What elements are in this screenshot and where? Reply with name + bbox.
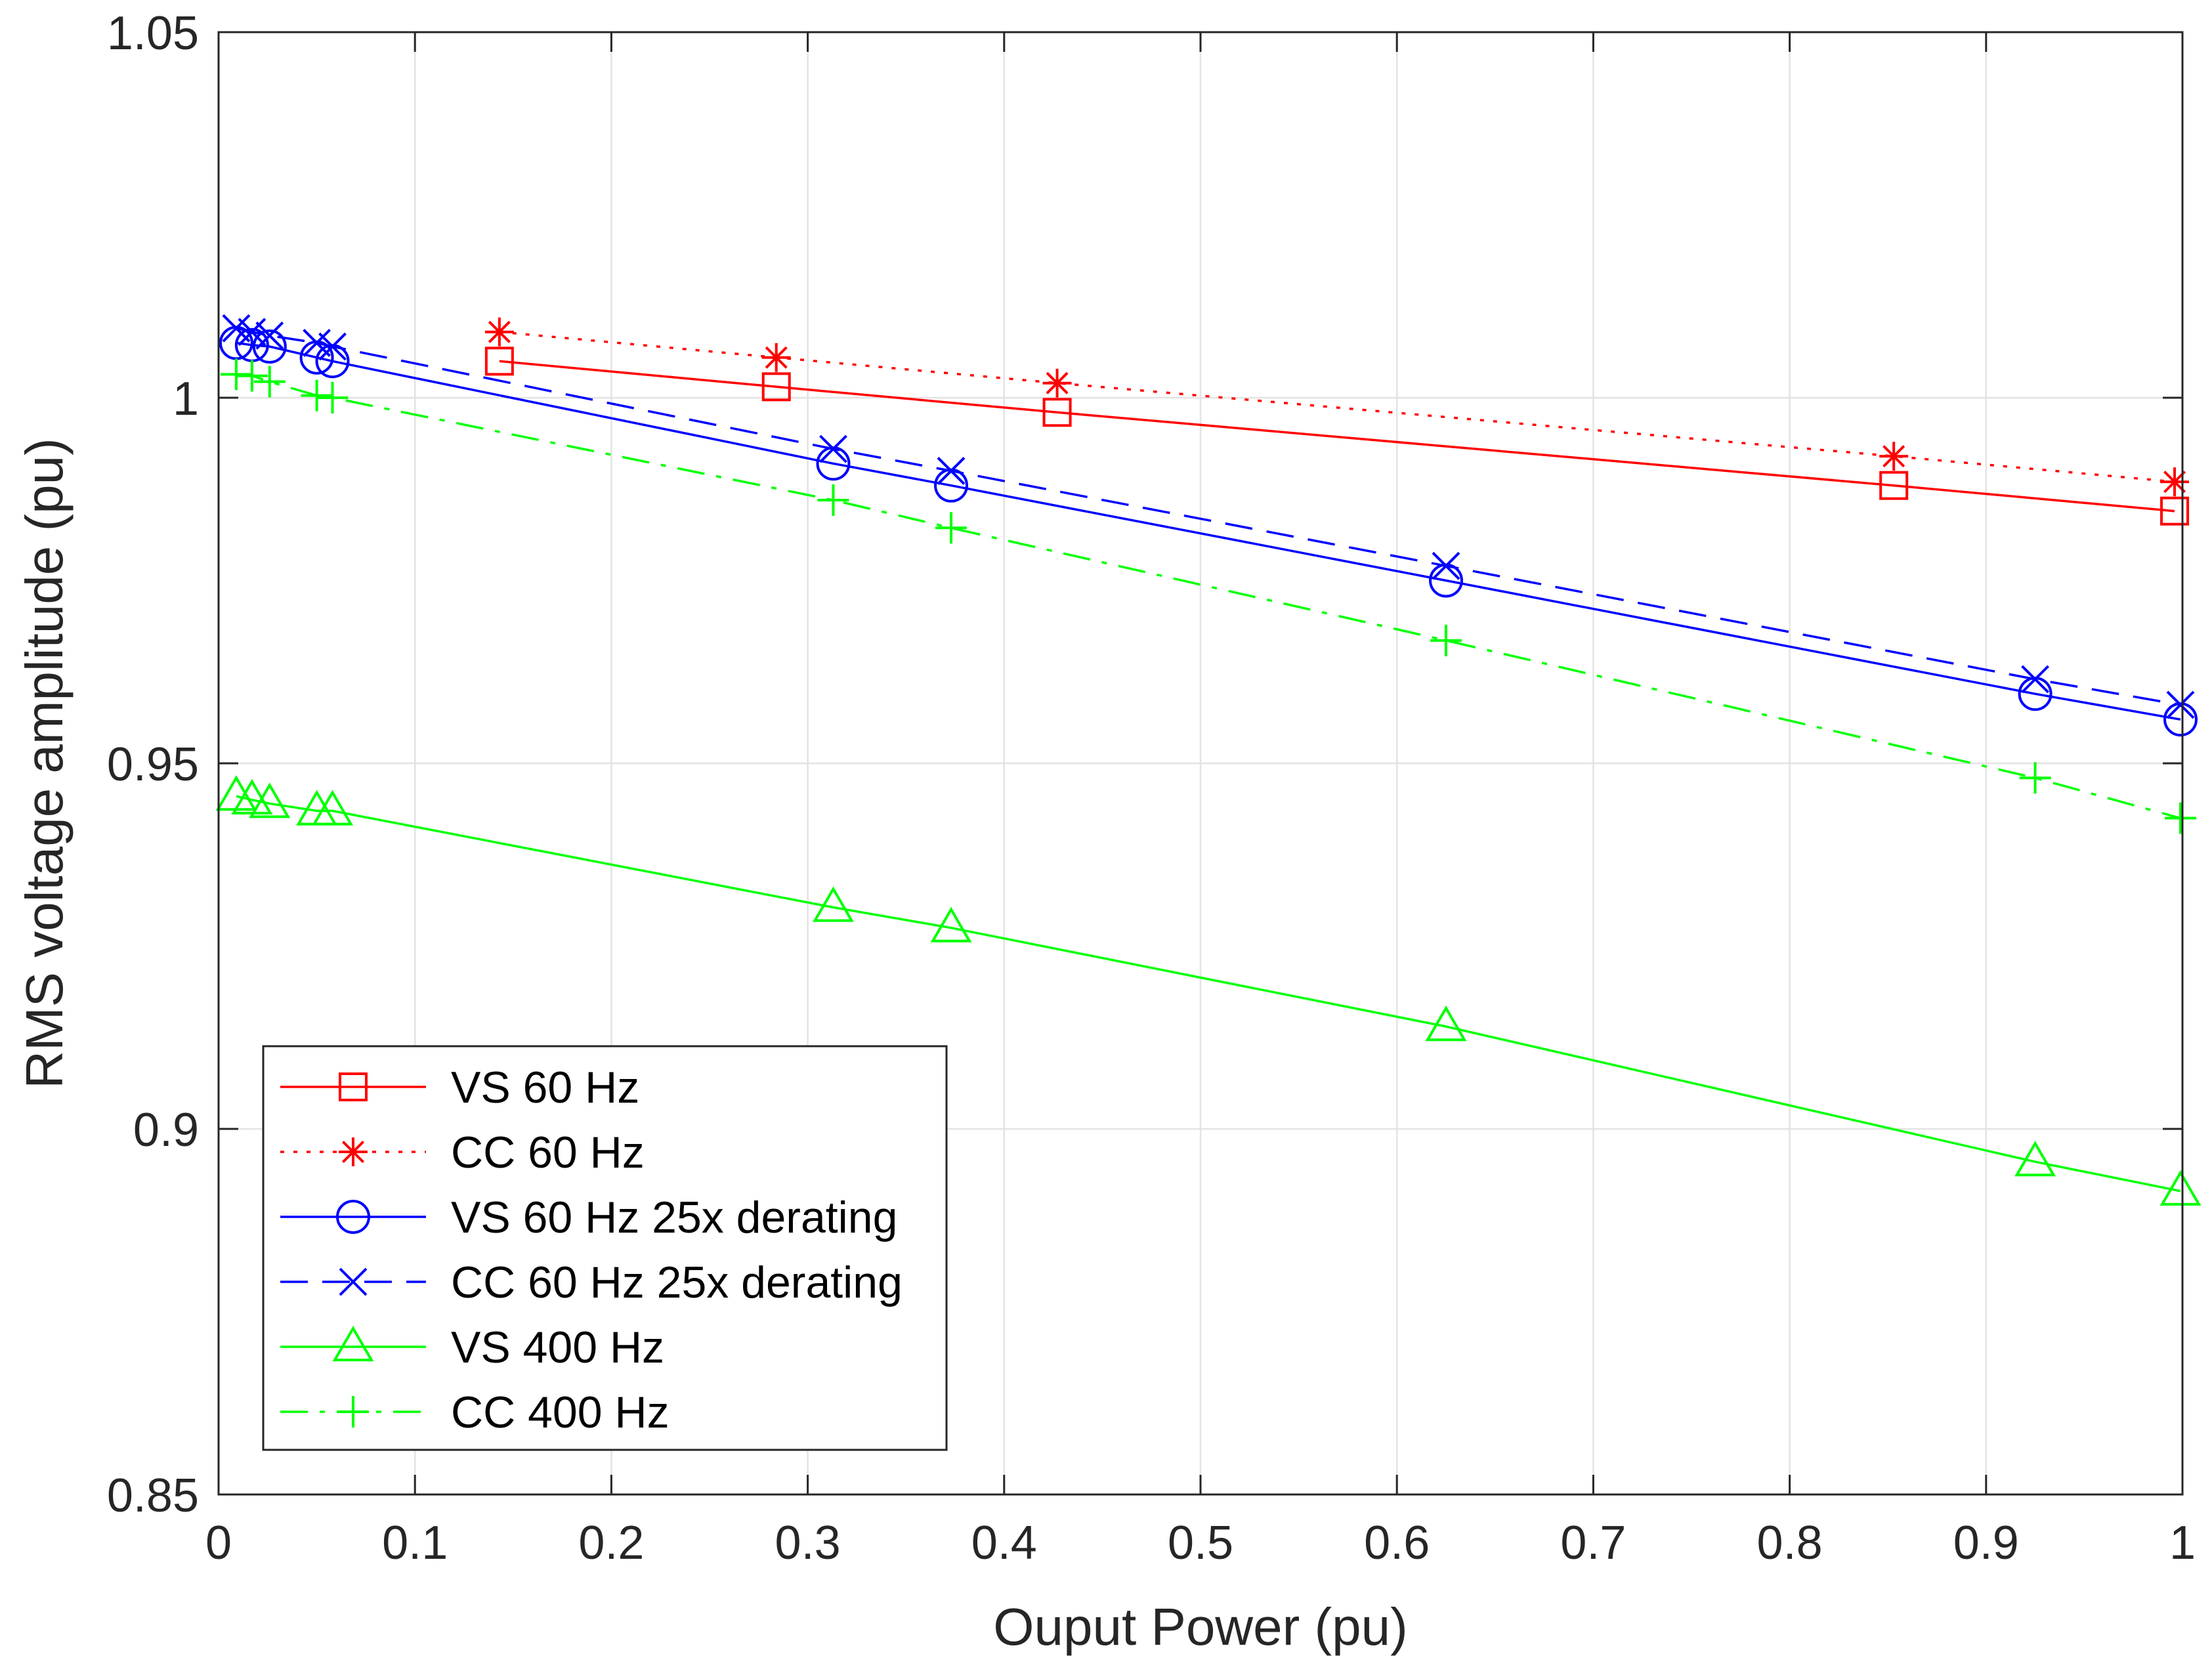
legend-marker — [336, 1200, 370, 1234]
series-line — [236, 327, 2181, 706]
legend: VS 60 Hz CC 60 Hz VS 60 Hz 25x derating CC … — [262, 1045, 948, 1451]
data-point-marker — [484, 317, 514, 347]
legend-label: VS 400 Hz — [451, 1323, 664, 1372]
legend-marker — [339, 1137, 368, 1166]
legend-label: CC 400 Hz — [451, 1387, 670, 1437]
y-tick-label: 1 — [173, 373, 199, 425]
x-tick-label: 0.6 — [1364, 1517, 1430, 1569]
tick-marks — [217, 31, 2184, 1496]
y-tick-label: 0.95 — [107, 738, 199, 791]
data-point-marker — [2166, 690, 2195, 719]
series-5 — [215, 775, 2201, 1206]
data-point-marker — [249, 782, 291, 818]
x-tick-label: 0.9 — [1953, 1517, 2019, 1569]
data-point-marker — [222, 314, 251, 343]
series-2 — [484, 317, 2190, 497]
data-point-marker — [2160, 467, 2190, 497]
data-point-marker — [1879, 442, 1909, 471]
data-point-marker — [253, 366, 286, 398]
data-point-marker — [937, 456, 966, 485]
x-tick-label: 0 — [205, 1517, 232, 1569]
x-tick-label: 0.7 — [1560, 1517, 1626, 1569]
series-4 — [222, 314, 2195, 719]
data-point-marker — [1425, 1006, 1467, 1042]
data-point-marker — [1879, 471, 1909, 500]
legend-marker — [339, 1072, 368, 1101]
legend-label: CC 60 Hz 25x derating — [451, 1258, 903, 1307]
data-point-marker — [2165, 802, 2197, 834]
data-point-marker — [238, 318, 266, 347]
data-point-marker — [316, 382, 349, 413]
data-point-marker — [252, 329, 287, 364]
x-tick-label: 0.2 — [578, 1517, 644, 1569]
data-point-marker — [2159, 1170, 2201, 1206]
series-layer — [215, 314, 2201, 1206]
data-point-marker — [2160, 496, 2190, 526]
x-tick-label: 0.8 — [1757, 1517, 1823, 1569]
legend-label: CC 60 Hz — [451, 1128, 645, 1177]
data-point-marker — [819, 434, 847, 463]
x-tick-label: 0.3 — [775, 1517, 841, 1569]
y-tick-label: 0.85 — [107, 1470, 199, 1522]
y-axis-title: RMS voltage amplitude (pu) — [15, 438, 74, 1089]
data-point-marker — [1430, 624, 1462, 656]
data-point-marker — [318, 332, 347, 361]
tick-labels: 0 0.1 0.2 0.3 0.4 0.5 0.6 0.7 0.8 0.9 1 0.85 0.9 0.95… — [107, 7, 2196, 1569]
legend-label: VS 60 Hz 25x derating — [451, 1193, 897, 1242]
data-point-marker — [935, 512, 968, 544]
data-point-marker — [301, 379, 333, 412]
legend-marker — [332, 1326, 374, 1362]
data-point-marker — [817, 484, 849, 516]
data-point-marker — [930, 906, 972, 942]
data-point-marker — [220, 358, 252, 391]
data-point-marker — [2014, 1141, 2056, 1177]
data-point-marker — [255, 321, 284, 350]
legend-marker — [339, 1267, 368, 1296]
legend-box — [262, 1045, 948, 1451]
data-point-marker — [813, 886, 854, 922]
series-6 — [220, 358, 2197, 834]
x-tick-label: 0.1 — [382, 1517, 448, 1569]
series-line — [236, 373, 2181, 820]
data-point-marker — [312, 790, 354, 826]
data-point-marker — [484, 347, 514, 376]
x-tick-label: 0.5 — [1168, 1517, 1233, 1569]
series-line — [499, 330, 2175, 483]
data-point-marker — [2021, 665, 2050, 694]
data-point-marker — [2019, 762, 2051, 794]
legend-label: VS 60 Hz — [451, 1063, 639, 1112]
data-point-marker — [1042, 398, 1072, 427]
y-tick-label: 0.9 — [133, 1104, 199, 1156]
data-point-marker — [761, 372, 791, 402]
y-tick-label: 1.05 — [107, 7, 199, 60]
x-tick-label: 0.4 — [971, 1517, 1037, 1569]
x-axis-title: Ouput Power (pu) — [993, 1598, 1407, 1656]
x-tick-label: 1 — [2169, 1517, 2196, 1569]
data-point-marker — [303, 329, 331, 357]
series-1 — [484, 347, 2190, 526]
data-point-marker — [1432, 551, 1460, 580]
data-point-marker — [1042, 368, 1072, 398]
series-line — [499, 360, 2175, 513]
legend-marker — [337, 1396, 369, 1428]
data-point-marker — [761, 343, 791, 372]
data-point-marker — [236, 360, 268, 392]
